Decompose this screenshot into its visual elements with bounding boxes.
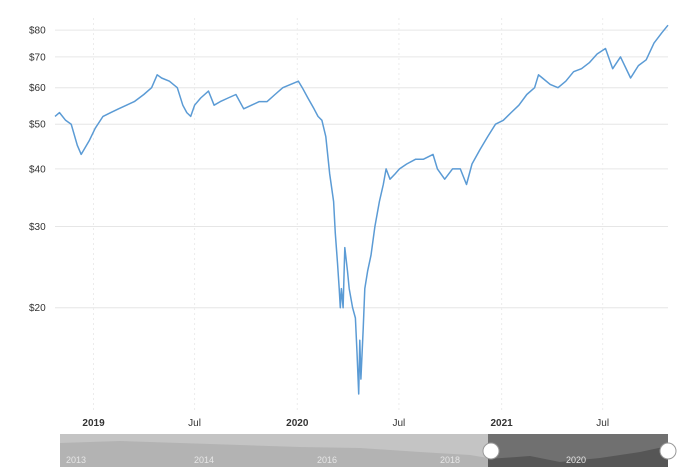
x-tick-label: 2019 — [82, 418, 105, 429]
x-axis-tick-labels: 2019 Jul 2020 Jul 2021 Jul — [82, 418, 609, 429]
horizontal-gridlines — [55, 29, 668, 309]
x-tick-label: Jul — [188, 418, 201, 429]
navigator-left-handle[interactable] — [482, 442, 500, 460]
y-tick-label: $50 — [29, 120, 46, 131]
y-tick-label: $60 — [29, 83, 46, 94]
navigator-right-handle[interactable] — [659, 442, 677, 460]
y-tick-label: $30 — [29, 222, 46, 233]
navigator-series-area — [60, 441, 488, 467]
navigator-year-label: 2016 — [317, 455, 337, 465]
x-tick-label: 2020 — [286, 418, 309, 429]
y-tick-label: $70 — [29, 52, 46, 63]
x-tick-label: Jul — [393, 418, 406, 429]
x-tick-label: 2021 — [491, 418, 514, 429]
navigator-selected-series-area — [488, 446, 668, 467]
x-tick-label: Jul — [596, 418, 609, 429]
range-navigator[interactable]: 2013 2014 2016 2018 2020 — [60, 434, 677, 467]
y-axis-tick-labels: $20 $30 $40 $50 $60 $70 $80 — [29, 26, 46, 315]
navigator-year-label: 2014 — [194, 455, 214, 465]
navigator-year-label: 2013 — [66, 455, 86, 465]
price-series-line — [54, 24, 669, 395]
y-tick-label: $40 — [29, 164, 46, 175]
vertical-gridlines — [93, 18, 604, 410]
navigator-year-label: 2020 — [566, 455, 586, 465]
navigator-year-label: 2018 — [440, 455, 460, 465]
y-tick-label: $20 — [29, 303, 46, 314]
navigator-year-labels: 2013 2014 2016 2018 2020 — [66, 455, 586, 465]
y-tick-label: $80 — [29, 26, 46, 37]
